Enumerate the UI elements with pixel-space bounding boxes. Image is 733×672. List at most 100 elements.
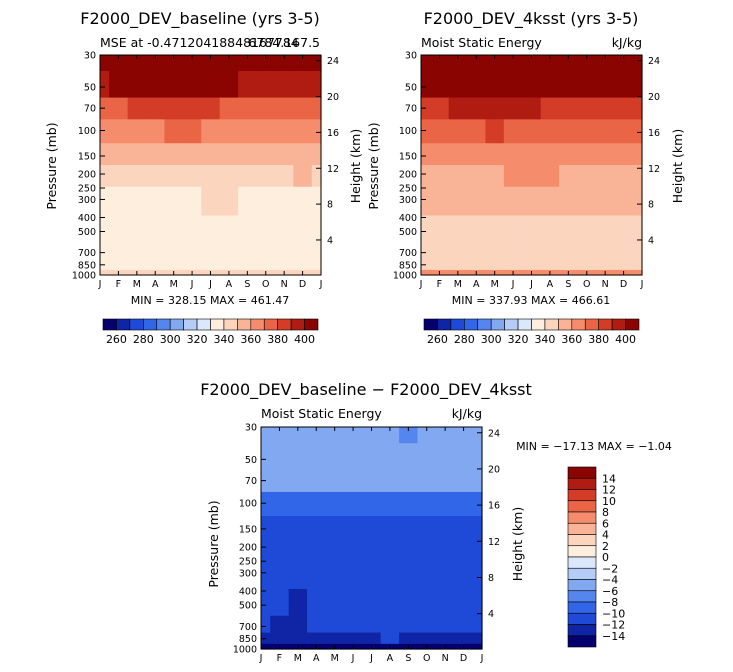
heatmap-cell	[261, 427, 271, 444]
heatmap-cell	[270, 491, 290, 517]
heatmap-cell	[311, 258, 322, 271]
heatmap-cell	[430, 55, 450, 72]
heatmap-cell	[362, 516, 382, 539]
heatmap-cell	[164, 215, 184, 243]
heatmap-cell	[261, 615, 271, 634]
heatmap-cell	[127, 71, 147, 99]
heatmap-cell	[503, 71, 523, 99]
heatmap-cell	[311, 55, 322, 72]
heatmap-cell	[100, 215, 110, 243]
heatmap-cell	[293, 97, 313, 120]
colorbar-label: 360	[561, 333, 582, 346]
heatmap-cell	[430, 143, 450, 166]
heatmap-cell	[421, 55, 431, 72]
heatmap-cell	[467, 186, 487, 217]
heatmap-cell	[182, 143, 202, 166]
heatmap-cell	[219, 143, 239, 166]
heatmap-cell	[380, 443, 400, 471]
heatmap-cell	[146, 143, 166, 166]
heatmap-cell	[256, 97, 276, 120]
heatmap-cell	[343, 588, 363, 617]
heatmap-cell	[182, 242, 202, 260]
y-tick-label: 50	[84, 83, 96, 94]
heatmap-cell	[325, 632, 345, 645]
colorbar-swatch	[116, 318, 131, 331]
heatmap-cell	[577, 165, 597, 188]
panel-4ksst: F2000_DEV_4ksst (yrs 3-5) Moist Static E…	[366, 9, 685, 346]
heatmap-cell	[100, 269, 110, 276]
heatmap-cell	[632, 143, 643, 166]
heatmap-cell	[219, 258, 239, 271]
heatmap-cell	[182, 71, 202, 99]
x-tick-label: M	[294, 653, 302, 664]
x-tick-label: D	[460, 653, 467, 664]
heatmap-cell	[559, 186, 579, 217]
heatmap-cell	[343, 516, 363, 539]
colorbar-swatch	[598, 318, 613, 331]
heatmap-cell	[454, 516, 474, 539]
colorbar-swatch	[237, 318, 252, 331]
heatmap-cell	[238, 215, 258, 243]
heatmap-cell	[164, 71, 184, 99]
heatmap-cell	[261, 588, 271, 617]
heatmap-cell	[522, 165, 542, 188]
heatmap-cell	[417, 516, 437, 539]
heatmap-cell	[421, 71, 431, 99]
heatmap-cell	[472, 643, 483, 650]
heatmap-cell	[595, 186, 615, 217]
heatmap-cell	[270, 615, 290, 634]
colorbar-swatch	[143, 318, 158, 331]
heatmap-cell	[435, 538, 455, 561]
panel-diff-ylabel-left: Pressure (mb)	[206, 500, 221, 587]
heatmap-cell	[362, 443, 382, 471]
heatmap-cell	[467, 71, 487, 99]
heatmap-cell	[472, 516, 483, 539]
heatmap-cell	[182, 165, 202, 188]
heatmap-cell	[100, 119, 110, 144]
y-right-tick-label: 4	[327, 235, 333, 246]
heatmap-cell	[503, 143, 523, 166]
colorbar-swatch	[169, 318, 184, 331]
colorbar-swatch	[183, 318, 198, 331]
heatmap-cell	[421, 242, 431, 260]
y-right-tick-label: 24	[648, 56, 660, 67]
colorbar-label: 0	[602, 551, 609, 564]
x-tick-label: D	[620, 279, 627, 290]
heatmap-cell	[201, 97, 221, 120]
heatmap-cell	[522, 143, 542, 166]
y-tick-label: 850	[239, 634, 257, 645]
heatmap-cell	[270, 588, 290, 617]
heatmap-cell	[577, 258, 597, 271]
colorbar-swatch	[210, 318, 225, 331]
colorbar-label: 8	[602, 506, 609, 519]
panel-baseline-subtitle-right: 6784.167.5	[248, 35, 320, 50]
panel-4ksst-ylabel-left: Pressure (mb)	[366, 122, 381, 209]
heatmap-cell	[467, 119, 487, 144]
colorbar-label: 10	[602, 495, 616, 508]
heatmap-cell	[522, 97, 542, 120]
heatmap-cell	[485, 165, 505, 188]
heatmap-cell	[343, 632, 363, 645]
y-right-tick-label: 12	[488, 537, 500, 548]
heatmap-cell	[307, 588, 327, 617]
heatmap-cell	[274, 165, 294, 188]
x-tick-label: N	[602, 279, 609, 290]
heatmap-cell	[311, 269, 322, 276]
heatmap-cell	[430, 97, 450, 120]
colorbar-swatch	[567, 635, 597, 648]
heatmap-cell	[448, 97, 468, 120]
heatmap-cell	[454, 632, 474, 645]
heatmap-cell	[164, 165, 184, 188]
x-tick-label: A	[152, 279, 159, 290]
heatmap-cell	[311, 186, 322, 217]
heatmap-cell	[472, 538, 483, 561]
colorbar-swatch	[544, 318, 559, 331]
heatmap-cell	[325, 559, 345, 590]
heatmap-cell	[261, 491, 271, 517]
heatmap-cell	[595, 97, 615, 120]
heatmap-cell	[256, 215, 276, 243]
panel-baseline-ylabel-left: Pressure (mb)	[44, 122, 59, 209]
heatmap-cell	[311, 215, 322, 243]
heatmap-cell	[109, 165, 129, 188]
heatmap-cell	[261, 643, 271, 650]
